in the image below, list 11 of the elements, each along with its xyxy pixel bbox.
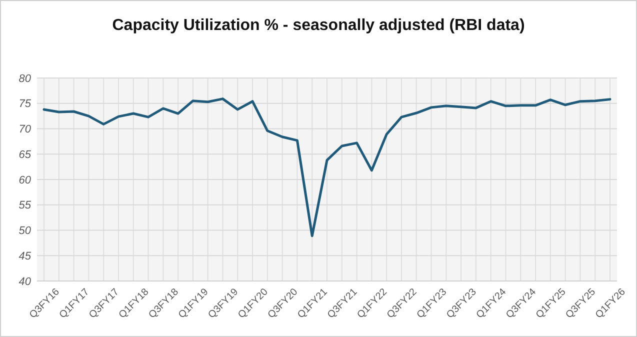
y-tick-label: 70 [18, 124, 32, 136]
y-tick-label: 80 [18, 72, 32, 85]
y-tick-label: 55 [18, 200, 32, 212]
y-tick-label: 75 [18, 98, 32, 110]
chart-title: Capacity Utilization % - seasonally adjusted (RBI data) [112, 17, 525, 34]
y-tick-label: 50 [18, 225, 32, 238]
y-tick-label: 65 [18, 148, 32, 161]
y-tick-label: 45 [18, 250, 32, 262]
y-tick-label: 60 [18, 174, 32, 186]
y-tick-label: 40 [18, 276, 32, 288]
line-series [42, 98, 612, 238]
